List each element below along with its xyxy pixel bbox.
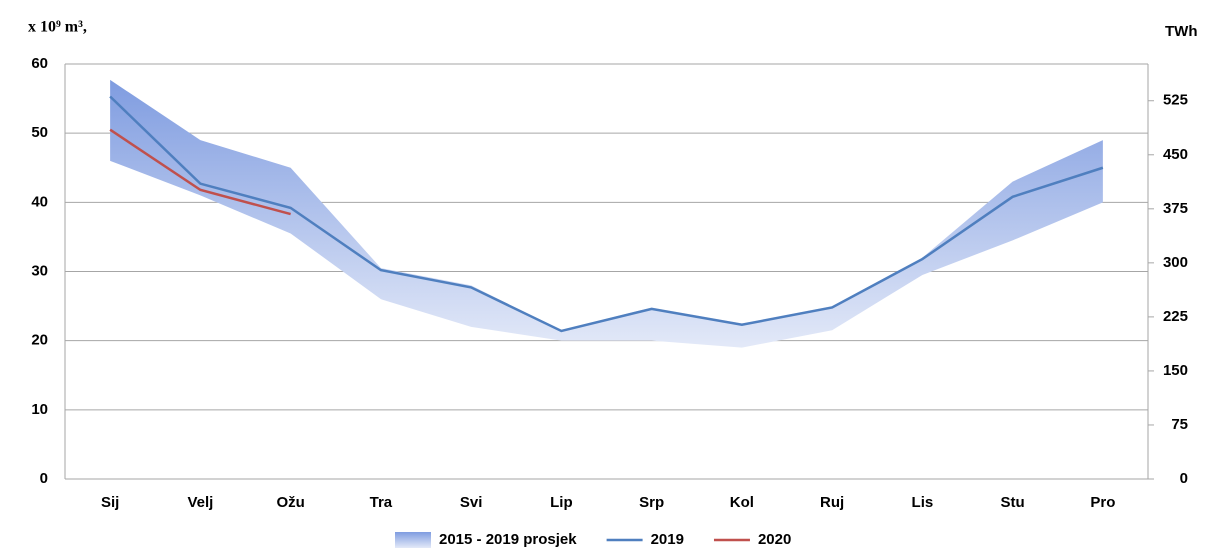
range-area xyxy=(110,79,1103,348)
x-tick-label: Pro xyxy=(1090,494,1115,511)
x-tick-label: Tra xyxy=(370,494,393,511)
y2-tick-label: 300 xyxy=(1163,254,1188,271)
y2-tick-label: 0 xyxy=(1180,470,1188,487)
y2-tick-label: 150 xyxy=(1163,362,1188,379)
legend-label: 2015 - 2019 prosjek xyxy=(439,531,577,548)
x-tick-label: Kol xyxy=(730,494,754,511)
legend-swatch xyxy=(395,532,431,548)
x-tick-label: Srp xyxy=(639,494,664,511)
y2-tick-label: 75 xyxy=(1171,416,1188,433)
line-series xyxy=(109,128,291,216)
y-tick-label: 60 xyxy=(31,55,48,72)
y2-axis-title: TWh xyxy=(1165,23,1197,40)
x-tick-label: Ožu xyxy=(276,494,304,511)
x-tick-label: Velj xyxy=(187,494,213,511)
x-tick-label: Ruj xyxy=(820,494,844,511)
x-tick-label: Sij xyxy=(101,494,119,511)
y2-tick-label: 450 xyxy=(1163,146,1188,163)
legend-label: 2019 xyxy=(651,531,684,548)
y2-tick-label: 525 xyxy=(1163,92,1188,109)
y-axis-title: x 10⁹ m³, xyxy=(28,19,87,36)
x-tick-label: Svi xyxy=(460,494,483,511)
y-tick-label: 40 xyxy=(31,193,48,210)
x-tick-label: Lis xyxy=(912,494,934,511)
y-tick-label: 10 xyxy=(31,401,48,418)
x-tick-label: Lip xyxy=(550,494,573,511)
y2-tick-label: 225 xyxy=(1163,308,1188,325)
y-tick-label: 50 xyxy=(31,124,48,141)
y-tick-label: 20 xyxy=(31,332,48,349)
legend-label: 2020 xyxy=(758,531,791,548)
y-tick-label: 30 xyxy=(31,262,48,279)
y-tick-label: 0 xyxy=(40,470,48,487)
x-tick-label: Stu xyxy=(1001,494,1025,511)
line-series xyxy=(109,95,1104,333)
y2-tick-label: 375 xyxy=(1163,200,1188,217)
